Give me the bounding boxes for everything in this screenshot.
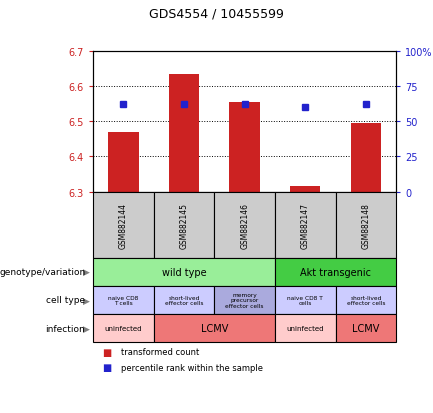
Text: short-lived
effector cells: short-lived effector cells [347, 295, 385, 306]
Text: infection: infection [45, 324, 85, 333]
Text: LCMV: LCMV [200, 323, 228, 333]
Text: uninfected: uninfected [287, 325, 324, 331]
Bar [290, 187, 320, 192]
Text: ▶: ▶ [83, 324, 90, 333]
Text: uninfected: uninfected [105, 325, 142, 331]
Text: ▶: ▶ [83, 268, 90, 277]
Text: short-lived
effector cells: short-lived effector cells [165, 295, 203, 306]
Text: ■: ■ [102, 347, 111, 357]
Text: ▶: ▶ [83, 296, 90, 305]
Text: GSM882144: GSM882144 [119, 202, 128, 248]
Bar [169, 74, 199, 192]
Text: percentile rank within the sample: percentile rank within the sample [121, 363, 263, 372]
Bar [351, 123, 381, 192]
Text: naive CD8 T
cells: naive CD8 T cells [288, 295, 323, 306]
Text: GDS4554 / 10455599: GDS4554 / 10455599 [149, 8, 284, 21]
Bar [229, 102, 260, 192]
Text: naive CD8
T cells: naive CD8 T cells [108, 295, 139, 306]
Text: cell type: cell type [46, 296, 85, 305]
Text: GSM882148: GSM882148 [362, 202, 370, 248]
Text: genotype/variation: genotype/variation [0, 268, 85, 277]
Text: ■: ■ [102, 363, 111, 373]
Bar [108, 133, 139, 192]
Text: LCMV: LCMV [352, 323, 380, 333]
Text: GSM882147: GSM882147 [301, 202, 310, 248]
Text: wild type: wild type [162, 267, 207, 277]
Text: GSM882146: GSM882146 [240, 202, 249, 248]
Text: transformed count: transformed count [121, 347, 200, 356]
Text: GSM882145: GSM882145 [180, 202, 188, 248]
Text: memory
precursor
effector cells: memory precursor effector cells [226, 292, 264, 309]
Text: Akt transgenic: Akt transgenic [300, 267, 371, 277]
